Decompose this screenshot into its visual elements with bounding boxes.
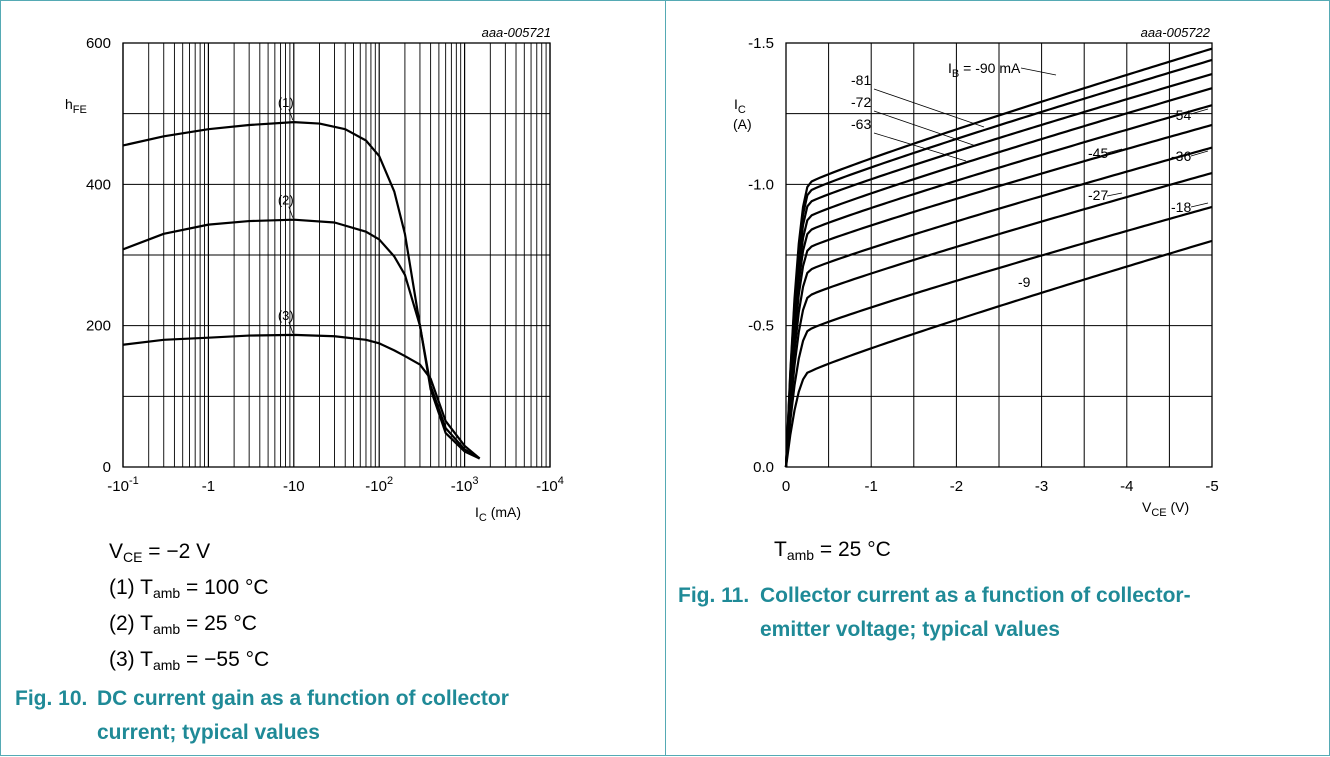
fig11-x-tick-label: -1 bbox=[865, 478, 878, 495]
fig11-grid bbox=[785, 42, 1213, 468]
fig10-series-label: (3) bbox=[278, 308, 294, 323]
fig11-x-tick-label: -2 bbox=[950, 478, 963, 495]
fig11-tick-labels: 0.0 -0.5 -1.0 -1.5 0 -1 -2 -3 -4 -5 bbox=[748, 35, 1219, 495]
fig10-caption-number: Fig. 10. bbox=[15, 687, 88, 710]
fig11-series-label: -72 bbox=[851, 94, 871, 110]
fig11-series-line bbox=[784, 73, 1213, 468]
fig11-x-tick-label: -5 bbox=[1205, 478, 1218, 495]
fig11-ylabel: IC bbox=[734, 96, 746, 116]
fig11-x-tick-label: -3 bbox=[1035, 478, 1048, 495]
fig10-tick-labels: 0 200 400 600 -10-1 -1 -10 -102 -103 -104 bbox=[86, 35, 564, 495]
fig10-y-tick-label: 600 bbox=[86, 35, 111, 52]
fig10-conditions: VCE = −2 V (1) Tamb = 100 °C (2) Tamb = … bbox=[109, 534, 269, 678]
fig11-y-tick-label: -1.5 bbox=[748, 35, 774, 52]
fig11-ib-label: IB = -90 mA bbox=[948, 60, 1021, 80]
fig11-plot-frame bbox=[785, 42, 1213, 468]
fig11-series-line bbox=[784, 205, 1213, 468]
fig10-condition-1: (1) Tamb = 100 °C bbox=[109, 576, 269, 601]
fig10-y-tick-label: 400 bbox=[86, 176, 111, 193]
fig11-series-label: -36 bbox=[1171, 148, 1191, 164]
fig10-caption-line2: current; typical values bbox=[97, 721, 320, 744]
fig10-series-label: (1) bbox=[278, 95, 294, 110]
fig10-vce-condition: VCE = −2 V bbox=[109, 540, 211, 565]
fig11-x-tick-label: 0 bbox=[782, 478, 790, 495]
fig11-caption: Fig. 11. Collector current as a function… bbox=[678, 579, 1318, 649]
fig10-plot-frame bbox=[122, 42, 551, 468]
fig10-xlabel: IC (mA) bbox=[475, 504, 521, 524]
fig11-caption-number: Fig. 11. bbox=[678, 584, 750, 607]
fig10-series-line bbox=[122, 333, 481, 460]
fig10-x-tick-label: -1 bbox=[202, 478, 215, 495]
fig10-series-label: (2) bbox=[278, 193, 294, 208]
fig10-condition-3: (3) Tamb = −55 °C bbox=[109, 648, 270, 673]
fig11-series-line bbox=[784, 58, 1213, 468]
fig11-xlabel: VCE (V) bbox=[1142, 499, 1189, 519]
fig10-x-tick-label: -102 bbox=[365, 475, 393, 495]
fig10-series-leader bbox=[288, 206, 294, 218]
fig11-series-label: -18 bbox=[1171, 199, 1191, 215]
fig10-x-tick-label: -104 bbox=[536, 475, 564, 495]
fig11-y-tick-label: 0.0 bbox=[753, 459, 774, 476]
fig10-condition-2: (2) Tamb = 25 °C bbox=[109, 612, 257, 637]
fig11-series-label: -27 bbox=[1088, 187, 1108, 203]
fig10-x-tick-label: -10-1 bbox=[107, 475, 138, 495]
fig10-y-tick-label: 0 bbox=[103, 459, 111, 476]
fig11-caption-line1: Collector current as a function of colle… bbox=[760, 584, 1191, 607]
fig11-series-line bbox=[784, 171, 1213, 468]
fig10-series-line bbox=[122, 121, 481, 460]
fig11-series-leader bbox=[1020, 67, 1057, 76]
fig11-x-tick-label: -4 bbox=[1120, 478, 1133, 495]
fig10-x-tick-label: -103 bbox=[451, 475, 479, 495]
fig11-series-label: -81 bbox=[851, 72, 871, 88]
fig10-caption-line1: DC current gain as a function of collect… bbox=[97, 687, 509, 710]
fig11-series-leader bbox=[873, 132, 967, 162]
fig11-y-tick-label: -1.0 bbox=[748, 176, 774, 193]
figure-11-panel: 0.0 -0.5 -1.0 -1.5 0 -1 -2 -3 -4 -5 -9 -18 -27 -36 -4… bbox=[665, 0, 1330, 756]
fig11-series-line bbox=[784, 47, 1213, 468]
fig11-series-leader bbox=[873, 88, 985, 128]
fig10-x-tick-label: -10 bbox=[283, 478, 305, 495]
fig11-series-leader bbox=[1106, 148, 1123, 154]
fig11-series-line bbox=[784, 87, 1213, 468]
fig11-series-label: -45 bbox=[1088, 145, 1108, 161]
fig11-series-label: -54 bbox=[1171, 107, 1191, 123]
fig10-series-leader bbox=[288, 109, 294, 121]
fig11-chart: 0.0 -0.5 -1.0 -1.5 0 -1 -2 -3 -4 -5 -9 -18 -27 -36 -4… bbox=[733, 25, 1219, 519]
fig11-series-leader bbox=[1190, 150, 1209, 157]
fig10-code: aaa-005721 bbox=[482, 25, 551, 40]
fig10-ylabel: hFE bbox=[65, 96, 87, 116]
fig10-series-line bbox=[122, 218, 481, 460]
fig10-chart: (1) (2) (3) 0 200 400 600 -10-1 -1 -10 -102 -103 -1… bbox=[65, 25, 564, 524]
fig11-caption-line2: emitter voltage; typical values bbox=[760, 618, 1060, 641]
fig11-series-line bbox=[784, 239, 1213, 468]
fig11-series-line bbox=[784, 146, 1213, 468]
fig11-temp-condition: Tamb = 25 °C bbox=[774, 538, 891, 563]
fig11-series-label: -63 bbox=[851, 116, 871, 132]
fig11-series-leader bbox=[1190, 108, 1209, 115]
fig10-curves: (1) (2) (3) bbox=[122, 95, 481, 460]
fig11-ylabel-unit: (A) bbox=[733, 116, 752, 132]
fig11-code: aaa-005722 bbox=[1141, 25, 1211, 40]
fig11-series-labels: -9 -18 -27 -36 -45 -54 -63 -72 -81 bbox=[851, 67, 1209, 290]
fig10-y-tick-label: 200 bbox=[86, 318, 111, 335]
fig10-grid bbox=[122, 42, 551, 468]
fig11-series-leader bbox=[1190, 202, 1209, 208]
fig11-series-leader bbox=[1106, 192, 1123, 197]
fig11-series-leader bbox=[873, 110, 977, 147]
fig10-caption: Fig. 10. DC current gain as a function o… bbox=[15, 682, 655, 752]
fig11-conditions: Tamb = 25 °C bbox=[774, 532, 891, 568]
fig11-series-label: -9 bbox=[1018, 274, 1031, 290]
figure-10-panel: (1) (2) (3) 0 200 400 600 -10-1 -1 -10 -102 -103 -1… bbox=[0, 0, 665, 756]
fig11-series-line bbox=[784, 123, 1213, 468]
fig10-series-leader bbox=[288, 321, 294, 333]
fig11-series-line bbox=[784, 104, 1213, 468]
fig11-y-tick-label: -0.5 bbox=[748, 318, 774, 335]
fig11-curves bbox=[784, 47, 1213, 468]
